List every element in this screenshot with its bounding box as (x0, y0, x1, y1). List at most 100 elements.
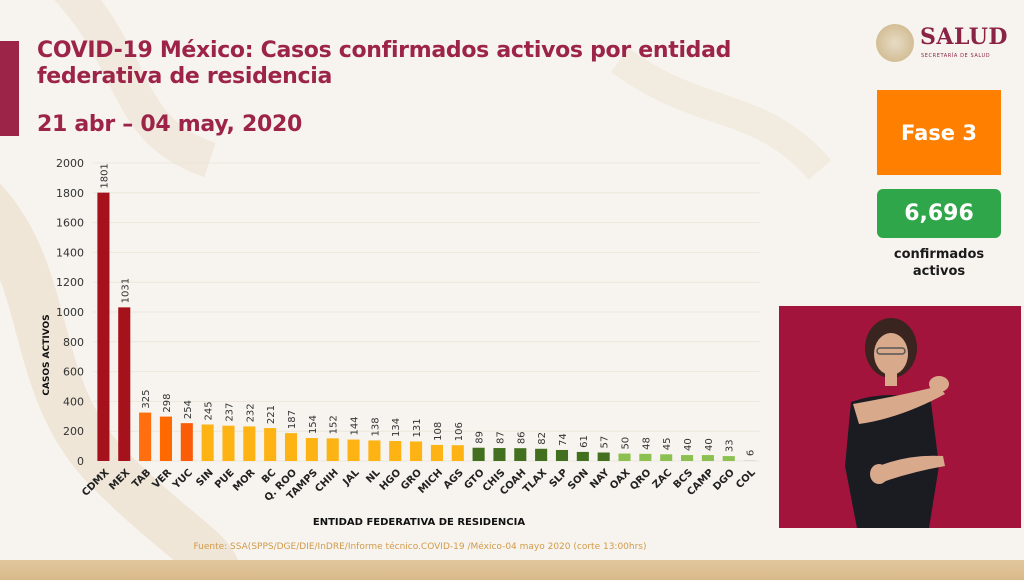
bar-chis (493, 448, 506, 461)
bar-nay (597, 452, 610, 461)
value-label: 221 (266, 405, 277, 424)
y-tick-label: 1200 (56, 276, 84, 289)
bar-dgo (722, 456, 735, 461)
x-tick-label: COL (734, 467, 758, 491)
bar-qroo (284, 433, 298, 461)
value-label: 50 (621, 437, 632, 450)
value-label: 325 (141, 389, 152, 408)
x-tick-label: AGS (442, 467, 466, 491)
bar-hgo (389, 441, 402, 461)
x-tick-label: DGO (711, 467, 736, 492)
value-label: 134 (391, 418, 402, 437)
x-tick-label: MICH (416, 467, 445, 496)
source-note: Fuente: SSA(SPPS/DGE/DIE/InDRE/Informe t… (193, 542, 647, 552)
bar-tlax (535, 448, 548, 461)
value-label: 48 (641, 437, 652, 450)
bar-chih (326, 438, 339, 461)
value-label: 154 (308, 415, 319, 434)
bar-nl (368, 440, 381, 461)
active-count: 6,696 (904, 201, 974, 226)
x-tick-label: NAY (588, 467, 612, 491)
value-label: 87 (495, 431, 506, 444)
y-tick-label: 400 (63, 395, 84, 408)
active-count-badge: 6,696 (877, 189, 1001, 238)
value-label: 86 (516, 431, 527, 444)
value-label: 61 (579, 435, 590, 448)
value-label: 6 (746, 450, 757, 456)
bar-tamps (305, 438, 318, 461)
value-label: 74 (558, 433, 569, 446)
value-label: 138 (370, 417, 381, 436)
x-tick-label: OAX (608, 467, 633, 492)
phase-label: Fase 3 (901, 120, 977, 145)
value-label: 57 (600, 436, 611, 449)
x-tick-label: QRO (628, 467, 653, 492)
bar-ags (451, 445, 464, 461)
value-label: 40 (704, 438, 715, 451)
x-axis-title: ENTIDAD FEDERATIVA DE RESIDENCIA (313, 517, 525, 528)
y-tick-label: 200 (63, 425, 84, 438)
x-tick-label: ZAC (651, 467, 675, 491)
footer-band (0, 560, 1024, 580)
bar-mich (430, 444, 443, 461)
x-tick-label: TLAX (521, 467, 549, 495)
bar-gto (472, 447, 485, 461)
value-label: 237 (224, 403, 235, 422)
x-tick-label: CDMX (80, 467, 112, 499)
y-tick-label: 2000 (56, 157, 84, 170)
bar-bcs (681, 455, 694, 461)
bar-slp (555, 449, 569, 461)
value-label: 232 (245, 403, 256, 422)
y-tick-label: 1600 (56, 217, 84, 230)
value-label: 40 (683, 438, 694, 451)
x-tick-label: TAB (130, 467, 153, 490)
x-tick-label: SLP (548, 467, 571, 490)
bar-mor (243, 426, 256, 461)
bars (97, 192, 756, 461)
x-tick-label: MOR (231, 467, 257, 493)
bar-yuc (180, 423, 193, 461)
logo-name: SALUD (920, 24, 1008, 50)
bar-gro (410, 441, 423, 461)
salud-logo: SALUD SECRETARÍA DE SALUD (876, 22, 1016, 68)
x-tick-label: YUC (170, 467, 195, 492)
bar-oax (618, 453, 631, 461)
value-label: 45 (662, 438, 673, 451)
value-label: 89 (475, 431, 486, 444)
bar-qro (639, 453, 652, 461)
value-label: 82 (537, 432, 548, 445)
bar-sin (201, 424, 214, 461)
logo-subtitle: SECRETARÍA DE SALUD (921, 53, 991, 59)
bar-jal (347, 439, 360, 461)
y-tick-label: 800 (63, 336, 84, 349)
value-label: 144 (350, 416, 361, 435)
value-label: 1031 (120, 278, 131, 303)
bar-pue (222, 425, 235, 461)
date-range: 21 abr – 04 may, 2020 (37, 112, 302, 137)
y-tick-label: 1800 (56, 187, 84, 200)
y-axis-ticks: 0 200 400 600 800 1000 1200 1400 1600 1800 2000 (56, 157, 84, 468)
value-labels: 1801 1031 325 298 254 245 237 232 221 187 154 152 14… (99, 163, 756, 456)
value-label: 106 (454, 422, 465, 441)
y-tick-label: 600 (63, 366, 84, 379)
x-tick-label: HGO (378, 467, 404, 493)
bar-tab (139, 412, 152, 461)
x-tick-label: SIN (194, 467, 215, 488)
y-tick-label: 0 (77, 455, 84, 468)
x-tick-label: JAL (341, 467, 363, 489)
left-accent-bar (0, 41, 19, 136)
bar-son (576, 451, 589, 461)
value-label: 152 (329, 415, 340, 434)
phase-badge: Fase 3 (877, 90, 1001, 175)
value-label: 33 (725, 439, 736, 452)
x-tick-label: VER (151, 467, 175, 491)
value-label: 1801 (99, 163, 110, 188)
bar-mex (118, 307, 131, 461)
value-label: 187 (287, 410, 298, 429)
interpreter-figure (779, 306, 1021, 528)
y-tick-label: 1000 (56, 306, 84, 319)
bar-ver (159, 416, 172, 461)
bar-zac (660, 454, 673, 461)
value-label: 298 (162, 394, 173, 413)
